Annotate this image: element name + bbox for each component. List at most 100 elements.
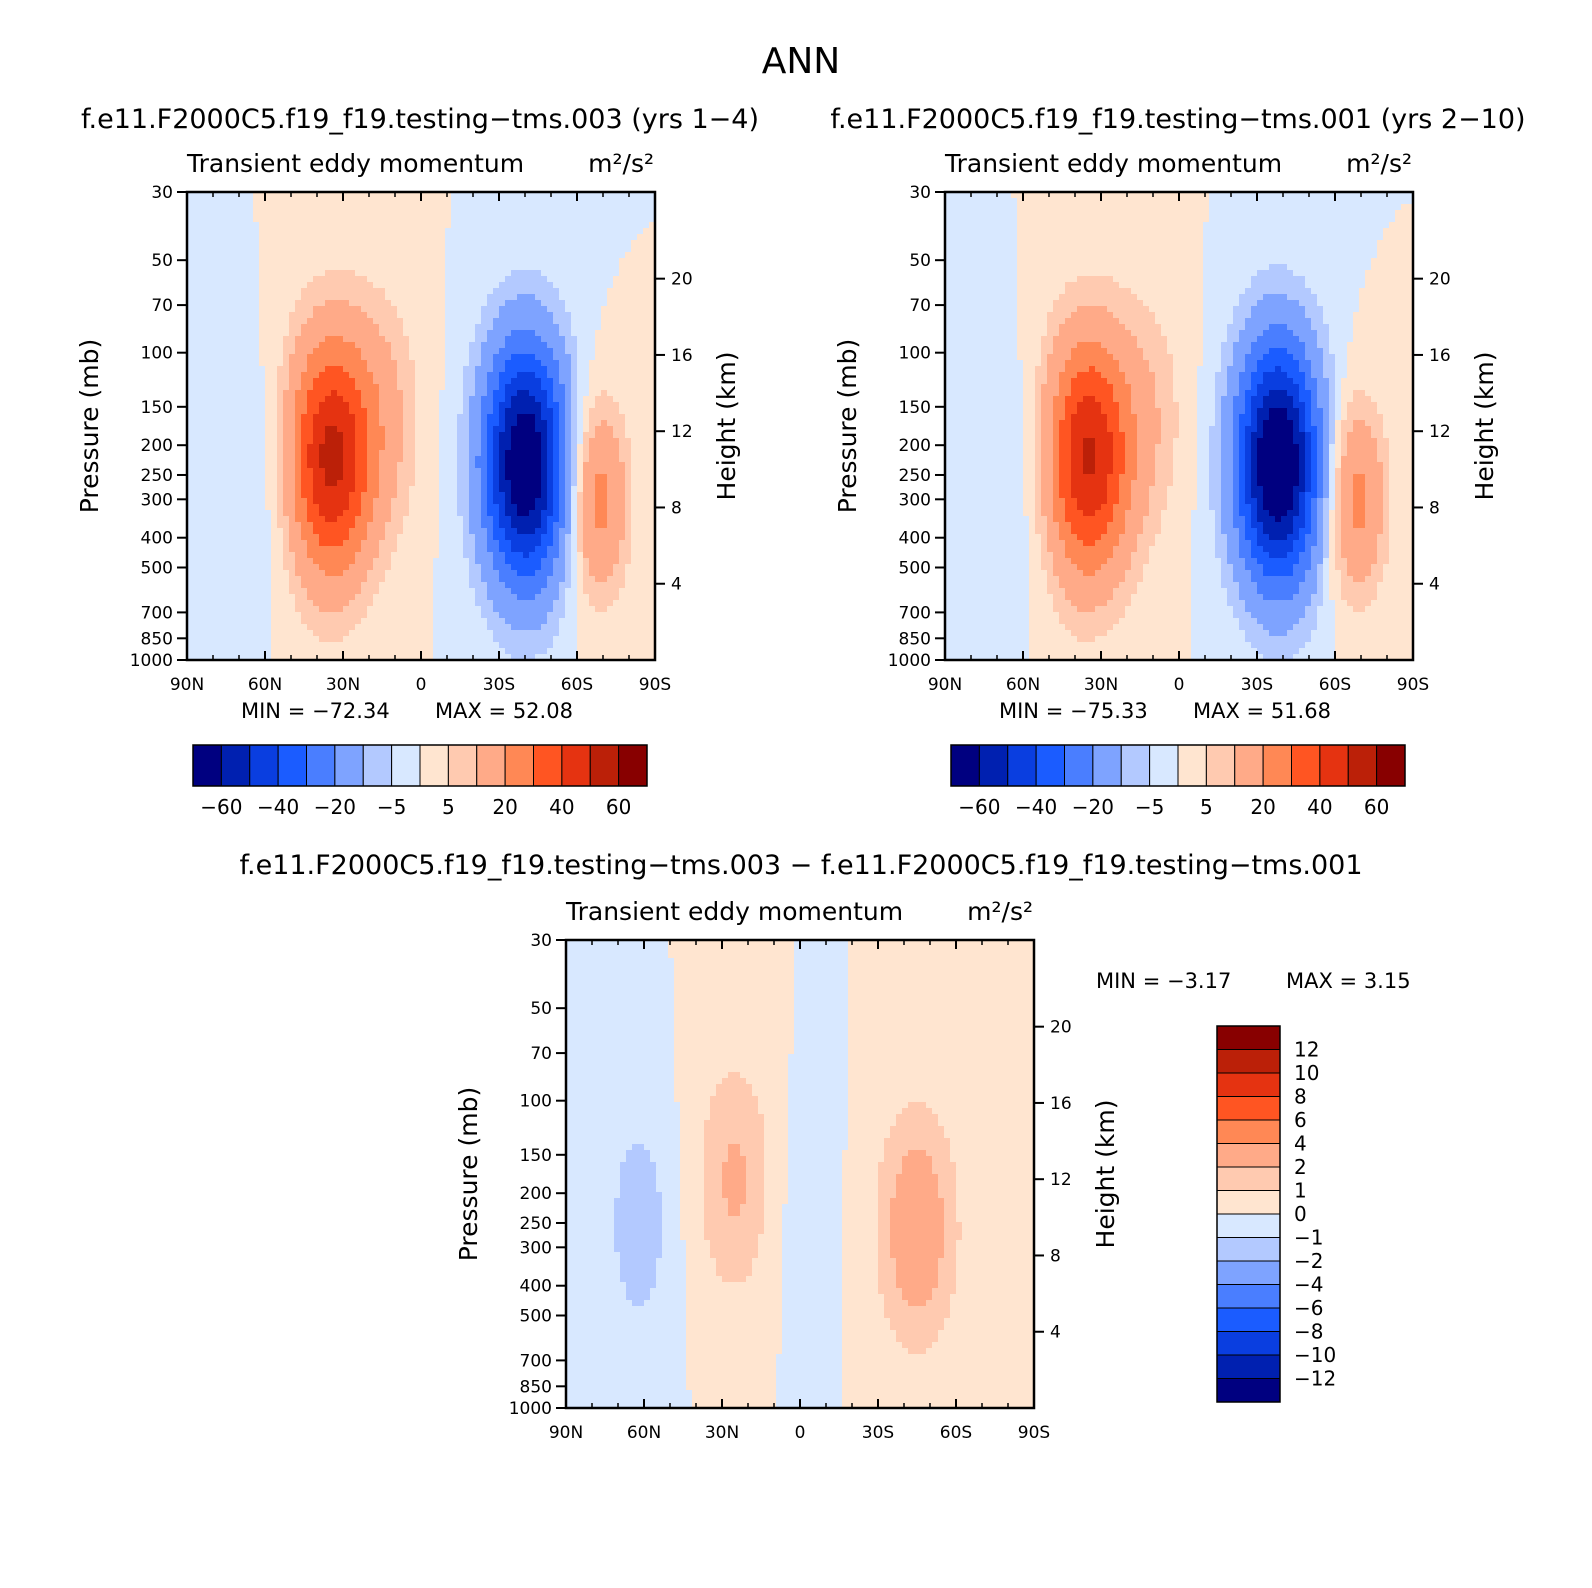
field-cell: [421, 390, 428, 397]
field-cell: [265, 438, 272, 445]
field-cell: [547, 540, 554, 547]
field-cell: [607, 240, 614, 247]
field-cell: [505, 342, 512, 349]
field-cell: [607, 348, 614, 355]
field-cell: [589, 318, 596, 325]
field-cell: [199, 204, 206, 211]
field-cell: [559, 216, 566, 223]
field-cell: [313, 300, 320, 307]
field-cell: [547, 282, 554, 289]
field-cell: [397, 456, 404, 463]
field-cell: [505, 474, 512, 481]
field-cell: [319, 462, 326, 469]
field-cell: [247, 552, 254, 559]
field-cell: [643, 504, 650, 511]
field-cell: [583, 336, 590, 343]
field-cell: [373, 468, 380, 475]
field-cell: [319, 438, 326, 445]
field-cell: [187, 372, 194, 379]
field-cell: [505, 432, 512, 439]
field-cell: [253, 348, 260, 355]
field-cell: [493, 240, 500, 247]
field-cell: [643, 306, 650, 313]
field-cell: [565, 384, 572, 391]
field-cell: [229, 414, 236, 421]
field-cell: [421, 456, 428, 463]
field-cell: [451, 396, 458, 403]
field-cell: [439, 426, 446, 433]
field-cell: [373, 450, 380, 457]
field-cell: [637, 342, 644, 349]
field-cell: [391, 468, 398, 475]
field-cell: [613, 300, 620, 307]
field-cell: [343, 222, 350, 229]
field-cell: [247, 456, 254, 463]
field-cell: [223, 228, 230, 235]
field-cell: [253, 486, 260, 493]
field-cell: [547, 516, 554, 523]
field-cell: [337, 558, 344, 565]
field-cell: [361, 558, 368, 565]
field-cell: [433, 372, 440, 379]
field-cell: [415, 348, 422, 355]
field-cell: [445, 246, 452, 253]
field-cell: [445, 324, 452, 331]
field-cell: [439, 294, 446, 301]
field-cell: [289, 324, 296, 331]
field-cell: [283, 234, 290, 241]
field-cell: [283, 306, 290, 313]
field-cell: [577, 282, 584, 289]
field-cell: [403, 402, 410, 409]
field-cell: [631, 360, 638, 367]
field-cell: [439, 360, 446, 367]
field-cell: [511, 264, 518, 271]
field-cell: [523, 444, 530, 451]
field-cell: [433, 336, 440, 343]
field-cell: [529, 444, 536, 451]
field-cell: [499, 264, 506, 271]
field-cell: [403, 558, 410, 565]
field-cell: [361, 408, 368, 415]
field-cell: [421, 546, 428, 553]
field-cell: [253, 234, 260, 241]
field-cell: [337, 372, 344, 379]
field-cell: [241, 426, 248, 433]
field-cell: [607, 432, 614, 439]
field-cell: [475, 486, 482, 493]
field-cell: [607, 198, 614, 205]
field-cell: [517, 306, 524, 313]
field-cell: [229, 402, 236, 409]
field-cell: [577, 312, 584, 319]
field-cell: [391, 294, 398, 301]
field-cell: [193, 474, 200, 481]
field-cell: [451, 324, 458, 331]
field-cell: [601, 204, 608, 211]
field-cell: [457, 294, 464, 301]
field-cell: [241, 234, 248, 241]
field-cell: [595, 468, 602, 475]
field-cell: [421, 480, 428, 487]
field-cell: [577, 354, 584, 361]
field-cell: [607, 504, 614, 511]
field-cell: [643, 492, 650, 499]
field-cell: [247, 468, 254, 475]
field-cell: [463, 198, 470, 205]
field-cell: [643, 276, 650, 283]
field-cell: [541, 198, 548, 205]
field-cell: [355, 366, 362, 373]
field-cell: [583, 276, 590, 283]
field-cell: [325, 192, 332, 199]
field-cell: [427, 456, 434, 463]
field-cell: [211, 384, 218, 391]
field-cell: [391, 546, 398, 553]
field-cell: [457, 246, 464, 253]
field-cell: [223, 222, 230, 229]
field-cell: [277, 330, 284, 337]
field-cell: [475, 414, 482, 421]
field-cell: [301, 336, 308, 343]
field-cell: [367, 540, 374, 547]
field-cell: [589, 438, 596, 445]
field-cell: [415, 312, 422, 319]
field-cell: [559, 294, 566, 301]
field-cell: [241, 204, 248, 211]
